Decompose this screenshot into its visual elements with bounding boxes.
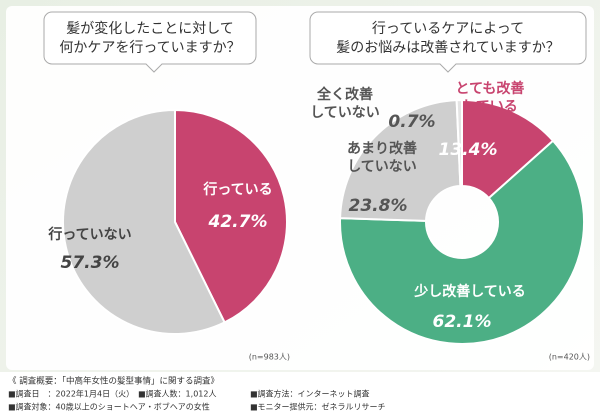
footer-band [0,372,600,416]
value-label: 0.7% [388,112,435,132]
label-line: とても改善 [456,80,525,97]
footer-heading: 《 調査概要：「中高年女性の髪型事情」に関する調査》 [8,376,219,387]
footer-item: ■調査日 ：2022年1月4日（火） [8,389,134,399]
sample-note: (n=983人) [249,353,290,362]
footer-item: ■調査対象：40歳以上のショートヘア・ボブヘアの女性 [8,402,210,412]
title-line: 何かケアを行っていますか？ [59,40,240,56]
value-label: 23.8% [349,196,408,216]
pie-slice [339,139,585,345]
slice-label: 少し改善している [413,283,526,300]
title-line: 髪が変化したことに対して [66,20,234,37]
label-line: していない [347,159,417,175]
value-label: 13.4% [439,140,498,160]
title-line: 行っているケアによって [372,21,524,37]
pie-slice [461,98,555,200]
pie-slice [339,99,462,222]
label-line: 全く改善 [316,86,373,103]
footer-item: ■調査方法：インターネット調査 [250,389,370,399]
slice-label: あまり改善していない [347,140,417,175]
sample-note: (n=420人) [549,353,590,362]
pie-slice [174,108,288,324]
pie-slice [62,108,226,335]
footer-item: ■調査人数：1,012人 [138,389,216,399]
label-line: している [462,99,518,115]
footer-item: ■モニター提供元：ゼネラルリサーチ [250,402,386,412]
title-line: 髪のお悩みは改善されていますか？ [336,40,560,56]
bubble-left [43,11,257,73]
slice-label: 全く改善していない [310,86,380,121]
slice-label: とても改善している [456,80,525,115]
label-line: あまり改善 [347,140,417,157]
slice-label: 行っている [202,181,272,198]
label-line: していない [310,105,380,121]
value-label: 62.1% [433,312,492,332]
value-label: 42.7% [208,212,268,232]
pie-slice [455,98,463,188]
slice-label: 行っていない [47,226,131,243]
value-label: 57.3% [61,253,120,273]
bubble-right [309,11,587,73]
